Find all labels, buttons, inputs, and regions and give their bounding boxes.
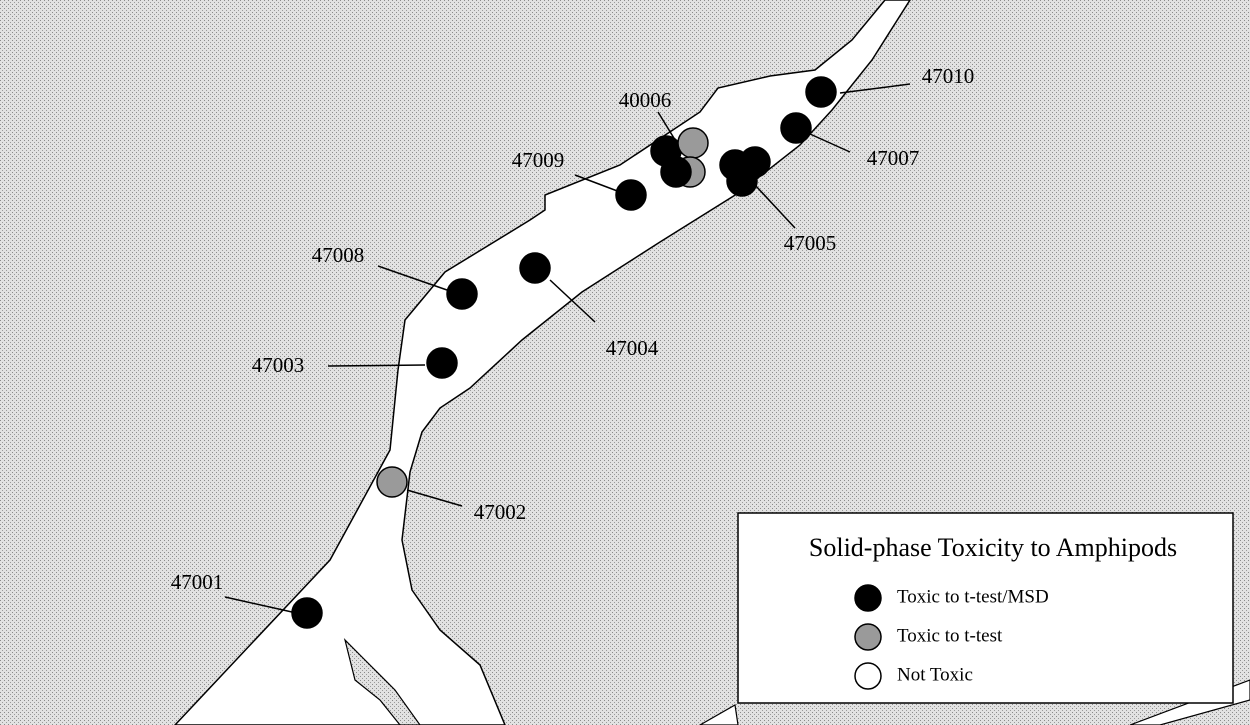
- station-label: 47010: [922, 64, 975, 88]
- leader-line: [574, 174, 621, 193]
- leader-line: [406, 489, 463, 507]
- water: [173, 0, 911, 725]
- station-marker: [615, 179, 647, 211]
- legend-box: [737, 512, 1234, 704]
- station-marker: [446, 278, 478, 310]
- station-label: 40006: [619, 88, 672, 112]
- station-label: 47004: [606, 336, 659, 360]
- leader-line: [839, 83, 911, 94]
- legend-items: Toxic to t-test/MSD Toxic to t-test Not To…: [854, 584, 1049, 690]
- leader-line: [809, 133, 851, 153]
- station-marker: [291, 597, 323, 629]
- station-marker: [426, 347, 458, 379]
- legend-label: Toxic to t-test/MSD: [897, 586, 1049, 607]
- station-marker: [519, 252, 551, 284]
- leader-line: [377, 265, 448, 291]
- station-marker: [376, 466, 408, 498]
- station-marker: [660, 156, 692, 188]
- leader-line: [224, 596, 293, 613]
- legend-swatch: [854, 623, 882, 651]
- legend-label: Not Toxic: [897, 664, 973, 685]
- station-label: 47007: [867, 146, 920, 170]
- leader-line: [327, 364, 426, 367]
- station-label: 47001: [171, 570, 224, 594]
- shore: [698, 704, 739, 725]
- pier: [343, 638, 421, 725]
- station-marker: [726, 165, 758, 197]
- station-label: 47008: [312, 243, 365, 267]
- leader-line: [754, 184, 796, 229]
- stations: 47010 40006 47007 47009 47005 47008 47004 47003…: [171, 64, 975, 629]
- station-label: 47003: [252, 353, 305, 377]
- legend-label: Toxic to t-test: [897, 625, 1003, 646]
- legend: Solid-phase Toxicity to Amphipods Toxic …: [737, 512, 1234, 704]
- leader-line: [549, 279, 596, 323]
- station-marker: [780, 112, 812, 144]
- station-marker: [805, 76, 837, 108]
- station-label: 47005: [784, 231, 837, 255]
- station-marker: [677, 127, 709, 159]
- legend-title: Solid-phase Toxicity to Amphipods: [809, 533, 1177, 562]
- legend-swatch: [854, 662, 882, 690]
- legend-swatch: [854, 584, 882, 612]
- station-label: 47009: [512, 148, 565, 172]
- station-label: 47002: [474, 500, 527, 524]
